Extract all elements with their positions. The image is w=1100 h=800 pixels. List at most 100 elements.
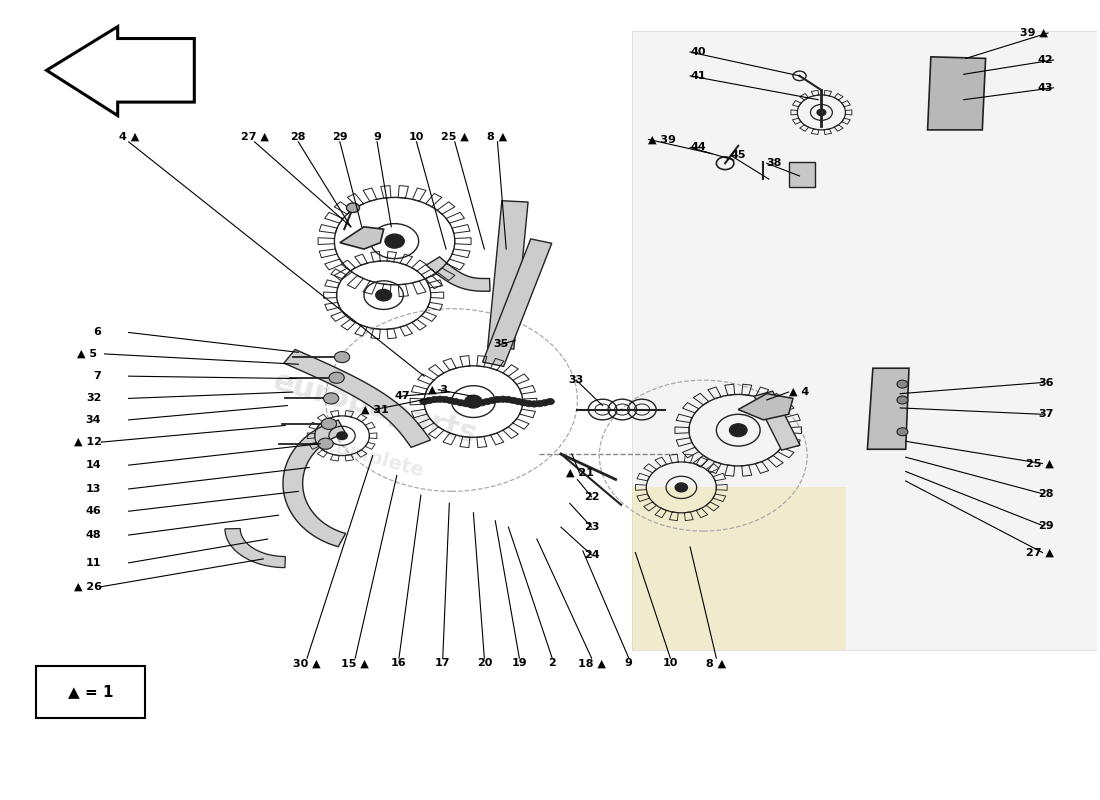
Circle shape — [430, 396, 439, 402]
Circle shape — [896, 380, 907, 388]
Polygon shape — [487, 201, 528, 349]
Circle shape — [817, 110, 826, 115]
Circle shape — [472, 401, 481, 407]
Text: 16: 16 — [392, 658, 407, 668]
Polygon shape — [483, 239, 552, 366]
Bar — [35, 666, 145, 718]
Text: 34: 34 — [86, 415, 101, 425]
Polygon shape — [632, 487, 846, 650]
Polygon shape — [283, 420, 345, 546]
Circle shape — [462, 401, 471, 407]
Circle shape — [477, 400, 486, 406]
Circle shape — [514, 398, 522, 405]
Text: 11: 11 — [86, 558, 101, 568]
Circle shape — [509, 398, 518, 403]
Text: 19: 19 — [512, 658, 527, 668]
Text: 45: 45 — [730, 150, 746, 160]
Text: 27 ▲: 27 ▲ — [1025, 547, 1054, 558]
Polygon shape — [868, 368, 909, 450]
Text: 15 ▲: 15 ▲ — [341, 658, 370, 668]
Text: 25 ▲: 25 ▲ — [441, 132, 469, 142]
Circle shape — [540, 400, 549, 406]
Circle shape — [376, 290, 392, 301]
Circle shape — [675, 483, 688, 492]
Text: ▲ 3: ▲ 3 — [428, 385, 449, 394]
Text: 48: 48 — [86, 530, 101, 540]
Text: 38: 38 — [767, 158, 782, 168]
Text: 29: 29 — [332, 132, 348, 142]
Text: ▲ 26: ▲ 26 — [74, 582, 102, 592]
Text: ▲ = 1: ▲ = 1 — [67, 685, 113, 699]
Text: ▲ 12: ▲ 12 — [74, 437, 102, 447]
Text: 6: 6 — [94, 327, 101, 338]
Polygon shape — [284, 350, 430, 447]
Polygon shape — [927, 57, 986, 130]
Polygon shape — [340, 227, 384, 249]
Text: 10: 10 — [409, 132, 425, 142]
Text: 18 ▲: 18 ▲ — [578, 658, 605, 668]
Circle shape — [498, 396, 507, 402]
Text: 35: 35 — [493, 339, 508, 350]
Circle shape — [896, 428, 907, 436]
Text: 2: 2 — [548, 658, 557, 668]
Polygon shape — [789, 162, 815, 187]
Circle shape — [530, 401, 539, 407]
Circle shape — [385, 234, 404, 248]
Circle shape — [456, 400, 465, 406]
Circle shape — [519, 400, 528, 406]
Text: 24: 24 — [584, 550, 600, 560]
Circle shape — [504, 396, 513, 402]
Text: europaparts: europaparts — [270, 366, 481, 449]
Text: 8 ▲: 8 ▲ — [487, 132, 507, 142]
Text: 14: 14 — [86, 460, 101, 470]
Text: 8 ▲: 8 ▲ — [706, 658, 726, 668]
Text: 10: 10 — [662, 658, 678, 668]
Text: 42: 42 — [1037, 55, 1054, 65]
Text: 43: 43 — [1038, 82, 1054, 93]
Circle shape — [318, 438, 333, 450]
Text: 32: 32 — [86, 394, 101, 403]
Text: 9: 9 — [373, 132, 381, 142]
Circle shape — [323, 393, 339, 404]
Text: 40: 40 — [690, 47, 705, 57]
Circle shape — [436, 396, 444, 402]
Text: 37: 37 — [1038, 410, 1054, 419]
Circle shape — [483, 398, 492, 405]
Text: 25 ▲: 25 ▲ — [1025, 458, 1054, 469]
Polygon shape — [738, 394, 793, 420]
Circle shape — [464, 395, 482, 408]
Circle shape — [337, 432, 348, 439]
Circle shape — [546, 398, 554, 405]
Text: 20: 20 — [476, 658, 492, 668]
Circle shape — [346, 203, 360, 213]
Text: 4 ▲: 4 ▲ — [119, 132, 139, 142]
Circle shape — [729, 424, 747, 437]
Text: 23: 23 — [584, 522, 600, 532]
Text: 28: 28 — [290, 132, 306, 142]
Circle shape — [535, 401, 543, 407]
Circle shape — [334, 351, 350, 362]
Circle shape — [468, 401, 475, 407]
Circle shape — [425, 398, 433, 403]
Text: 46: 46 — [86, 506, 101, 516]
Polygon shape — [632, 30, 1097, 650]
Circle shape — [493, 396, 502, 402]
Text: 47: 47 — [395, 391, 410, 401]
Text: a complete: a complete — [302, 430, 426, 481]
Text: 17: 17 — [434, 658, 451, 668]
Text: ▲ 4: ▲ 4 — [789, 387, 808, 397]
Circle shape — [451, 398, 460, 405]
Text: 39 ▲: 39 ▲ — [1020, 28, 1048, 38]
Circle shape — [329, 372, 344, 383]
Text: 9: 9 — [625, 658, 632, 668]
Text: 36: 36 — [1038, 378, 1054, 387]
Text: 44: 44 — [690, 142, 706, 152]
Circle shape — [525, 401, 533, 407]
Circle shape — [446, 398, 454, 403]
Text: ▲ 31: ▲ 31 — [361, 405, 388, 414]
Polygon shape — [426, 257, 490, 291]
Polygon shape — [755, 391, 800, 450]
Text: 28: 28 — [1038, 489, 1054, 498]
Circle shape — [420, 398, 429, 405]
Text: 30 ▲: 30 ▲ — [294, 658, 321, 668]
